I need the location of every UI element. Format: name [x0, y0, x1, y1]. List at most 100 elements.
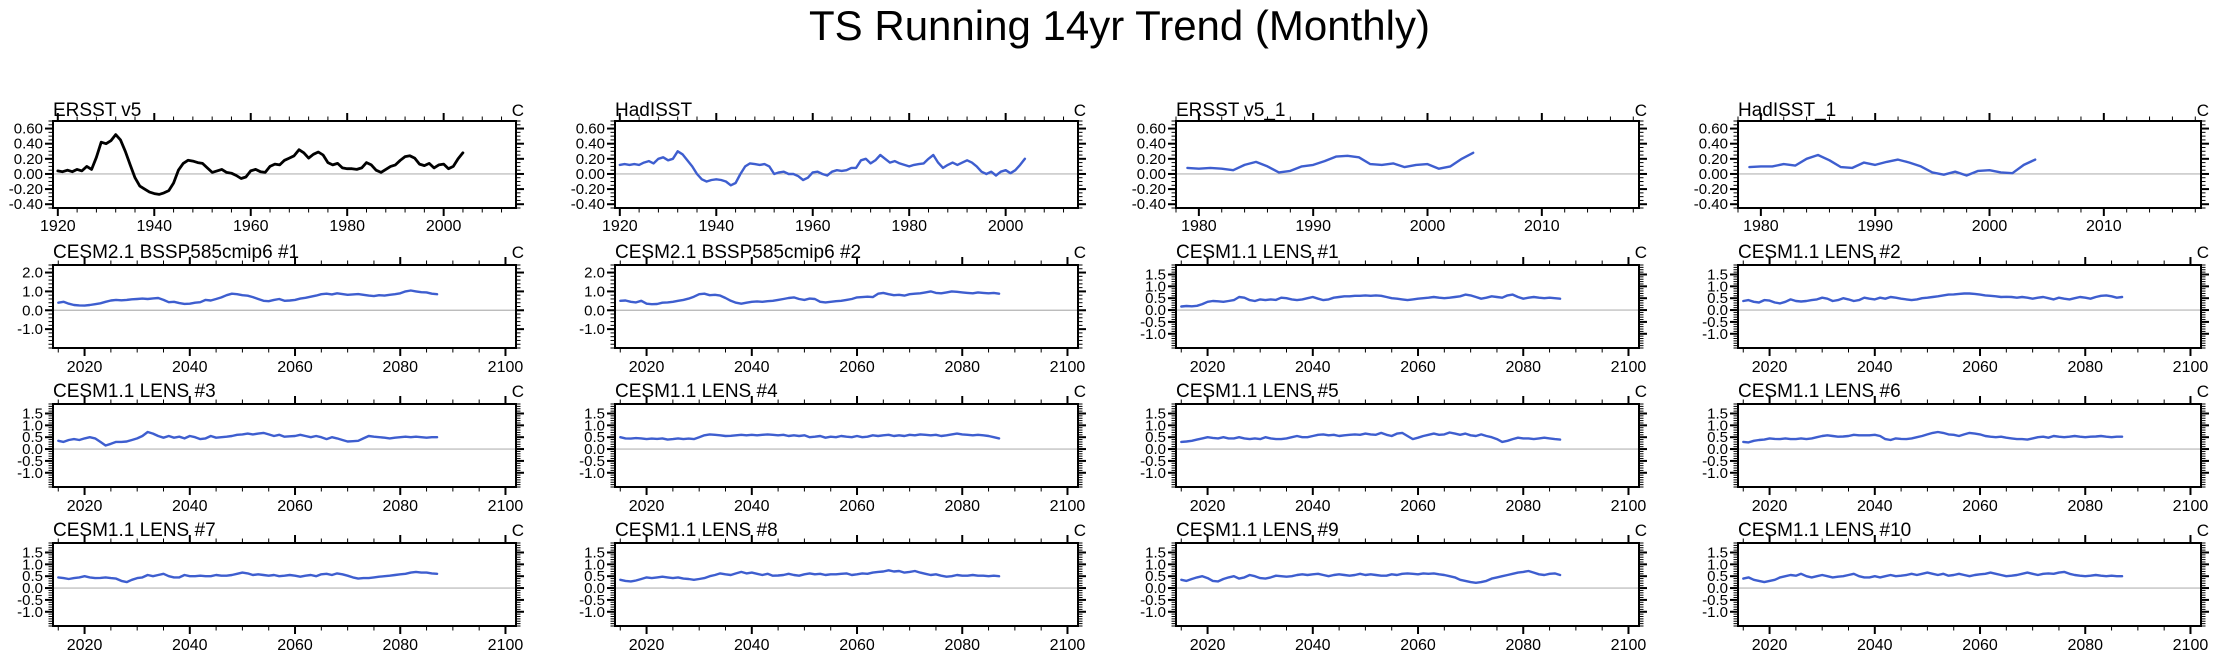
x-tick-label: 2100	[1611, 359, 1647, 376]
unit-label: C	[1074, 243, 1086, 262]
x-tick-label: 2040	[1295, 637, 1331, 654]
x-tick-label: 2060	[1962, 359, 1998, 376]
y-tick-label: -0.5	[1140, 592, 1166, 609]
x-tick-label: 2040	[1857, 359, 1893, 376]
y-tick-label: -0.5	[1702, 453, 1728, 470]
y-tick-label: -0.5	[1702, 314, 1728, 331]
x-tick-label: 1990	[1857, 218, 1893, 235]
plot-border	[52, 403, 517, 488]
y-tick-label: 0.5	[584, 429, 605, 446]
y-tick-label: 0.60	[1699, 121, 1728, 138]
y-tick-label: -0.5	[1140, 453, 1166, 470]
y-tick-label: 0.0	[1707, 302, 1728, 319]
y-tick-label: 0.0	[22, 580, 43, 597]
x-tick-label: 2020	[1190, 637, 1226, 654]
y-tick-label: 0.0	[1707, 580, 1728, 597]
x-tick-label: 2000	[426, 218, 462, 235]
chart-panel-8: 2020 2040 2060 2080 2100 1.51.00.50.0-0.5-1.0…	[1702, 242, 2209, 376]
x-tick-label: 1990	[1295, 218, 1331, 235]
x-tick-label: 2080	[1505, 498, 1541, 515]
trend-line	[1742, 430, 2124, 444]
figure-title: TS Running 14yr Trend (Monthly)	[809, 2, 1430, 49]
y-tick-label: -0.20	[9, 181, 43, 198]
y-tick-label: 0.00	[1699, 166, 1728, 183]
y-tick-label: 1.0	[22, 417, 43, 434]
y-tick-label: 0.0	[1145, 441, 1166, 458]
unit-label: C	[2197, 243, 2209, 262]
x-tick-label: 2020	[1752, 498, 1788, 515]
x-tick-label: 2020	[1752, 637, 1788, 654]
y-tick-label: 0.20	[1137, 151, 1166, 168]
y-tick-label: -1.0	[1140, 604, 1166, 621]
y-tick-label: 0.0	[584, 302, 605, 319]
x-tick-label: 1960	[795, 218, 831, 235]
panel-title: CESM1.1 LENS #4	[615, 381, 778, 402]
plot-border	[1175, 264, 1640, 349]
y-tick-label: 1.0	[22, 556, 43, 573]
y-tick-label: 0.40	[576, 136, 605, 153]
trend-line	[1180, 431, 1562, 444]
x-tick-label: 2020	[629, 637, 665, 654]
chart-panel-15: 2020 2040 2060 2080 2100 1.51.00.50.0-0.5-1.0…	[1140, 520, 1647, 654]
x-tick-label: 2080	[944, 498, 980, 515]
trend-line	[619, 569, 1001, 583]
x-tick-label: 2040	[734, 498, 770, 515]
x-tick-label: 2020	[1752, 359, 1788, 376]
x-tick-label: 2100	[1050, 498, 1086, 515]
trend-line	[1748, 153, 2037, 177]
y-tick-label: 1.5	[1707, 405, 1728, 422]
y-tick-label: 0.40	[1137, 136, 1166, 153]
chart-panel-9: 2020 2040 2060 2080 2100 1.51.00.50.0-0.5-1.0…	[17, 381, 524, 515]
chart-panel-7: 2020 2040 2060 2080 2100 1.51.00.50.0-0.5-1.0…	[1140, 242, 1647, 376]
plot-border	[614, 120, 1079, 209]
y-tick-label: 1.5	[1707, 544, 1728, 561]
y-tick-label: 0.40	[1699, 136, 1728, 153]
x-tick-label: 2080	[382, 359, 418, 376]
y-tick-label: 0.0	[22, 302, 43, 319]
x-tick-label: 1920	[40, 218, 76, 235]
x-tick-label: 2060	[1400, 498, 1436, 515]
y-tick-label: -1.0	[1140, 326, 1166, 343]
x-tick-label: 2020	[629, 359, 665, 376]
x-tick-label: 2080	[944, 359, 980, 376]
panel-title: CESM1.1 LENS #6	[1738, 381, 1901, 402]
y-tick-label: -1.0	[17, 465, 43, 482]
x-tick-label: 2080	[2067, 498, 2103, 515]
x-tick-label: 2020	[1190, 498, 1226, 515]
x-tick-label: 2100	[488, 637, 524, 654]
trend-line	[1180, 293, 1562, 308]
plot-border	[1175, 120, 1640, 209]
plot-border	[614, 403, 1079, 488]
x-tick-label: 2100	[2173, 498, 2209, 515]
x-tick-label: 2100	[2173, 359, 2209, 376]
chart-panel-3: 1980 1990 2000 2010 0.600.400.200.00-0.20-0.…	[1132, 100, 1647, 235]
x-tick-label: 1980	[329, 218, 365, 235]
trend-line	[56, 133, 465, 196]
x-tick-label: 2060	[1400, 359, 1436, 376]
panel-title: CESM1.1 LENS #3	[53, 381, 216, 402]
x-tick-label: 2020	[67, 637, 103, 654]
x-tick-label: 2060	[839, 637, 875, 654]
y-tick-label: 1.0	[1145, 278, 1166, 295]
y-tick-label: -1.0	[17, 321, 43, 338]
plot-border	[52, 264, 517, 349]
x-tick-label: 2100	[1611, 498, 1647, 515]
panel-title: CESM1.1 LENS #2	[1738, 242, 1901, 263]
x-tick-label: 2100	[2173, 637, 2209, 654]
y-tick-label: 1.5	[1145, 405, 1166, 422]
y-tick-label: -1.0	[1702, 326, 1728, 343]
x-tick-label: 2060	[1962, 637, 1998, 654]
x-tick-label: 2040	[1295, 498, 1331, 515]
y-tick-label: 0.5	[1707, 290, 1728, 307]
plot-border	[1737, 542, 2202, 627]
plot-border	[1737, 403, 2202, 488]
trend-line	[57, 430, 439, 447]
x-tick-label: 2060	[839, 359, 875, 376]
y-tick-label: 0.20	[14, 151, 43, 168]
y-tick-label: 0.5	[584, 568, 605, 585]
y-tick-label: 0.40	[14, 136, 43, 153]
chart-panel-4: 1980 1990 2000 2010 0.600.400.200.00-0.20-0.…	[1694, 100, 2209, 235]
y-tick-label: 0.0	[1145, 302, 1166, 319]
chart-panel-12: 2020 2040 2060 2080 2100 1.51.00.50.0-0.5-1.0…	[1702, 381, 2209, 515]
y-tick-label: 1.0	[584, 417, 605, 434]
